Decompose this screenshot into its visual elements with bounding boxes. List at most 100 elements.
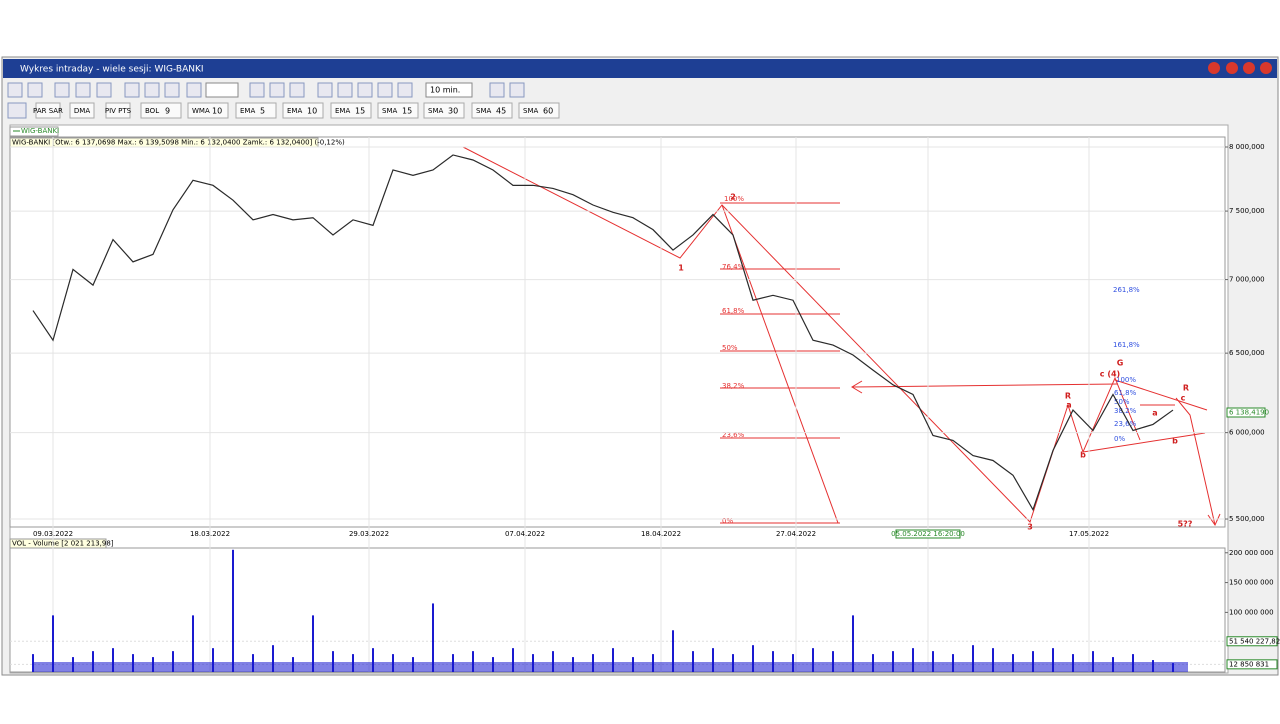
tool-button[interactable] bbox=[7, 102, 27, 119]
marker-box bbox=[1226, 636, 1278, 647]
tool-button[interactable] bbox=[186, 82, 202, 98]
fib-label: 76,4% bbox=[722, 263, 745, 271]
minimize[interactable] bbox=[1226, 62, 1238, 74]
wave-label: 2 bbox=[730, 193, 736, 202]
indicator-label: EMA bbox=[335, 107, 350, 115]
legend-box bbox=[9, 126, 59, 137]
indicator-param: 30 bbox=[448, 107, 458, 116]
volume-bar bbox=[552, 651, 554, 672]
indicator-button[interactable] bbox=[377, 102, 419, 119]
arrow bbox=[1207, 513, 1221, 527]
wave-label: 1 bbox=[678, 264, 684, 273]
button[interactable] bbox=[1208, 62, 1220, 74]
indicator-button[interactable] bbox=[69, 102, 95, 119]
volume-title: VOL - Volume [2 021 213,98] bbox=[12, 540, 114, 548]
y-tick-label: 7 500,000 bbox=[1229, 207, 1265, 215]
volume-bar bbox=[932, 651, 934, 672]
x-tick-label: 29.03.2022 bbox=[349, 530, 389, 538]
wave-label: b bbox=[1172, 437, 1178, 446]
price-panel bbox=[9, 136, 1226, 528]
title-bar bbox=[3, 59, 1277, 78]
volume-bar bbox=[472, 651, 474, 672]
tool-button[interactable] bbox=[289, 82, 305, 98]
tool-button[interactable] bbox=[317, 82, 333, 98]
trend-line bbox=[1114, 379, 1208, 411]
indicator-label: PAR SAR bbox=[33, 107, 63, 115]
volume-bar bbox=[212, 648, 214, 672]
wave-label: R bbox=[1183, 384, 1189, 393]
tool-button[interactable] bbox=[54, 82, 70, 98]
indicator-button[interactable] bbox=[282, 102, 324, 119]
indicator-button[interactable] bbox=[105, 102, 131, 119]
tool-button[interactable] bbox=[337, 82, 353, 98]
x-tick-label: 05.05.2022 16:20:00 bbox=[891, 530, 965, 538]
volume-bar bbox=[772, 651, 774, 672]
volume-bar bbox=[852, 615, 854, 672]
tool-button[interactable] bbox=[377, 82, 393, 98]
indicator-button[interactable] bbox=[518, 102, 560, 119]
tool-button[interactable] bbox=[509, 82, 525, 98]
volume-bar bbox=[912, 648, 914, 672]
indicator-button[interactable] bbox=[140, 102, 182, 119]
tool-button[interactable] bbox=[357, 82, 373, 98]
x-tick-label: 17.05.2022 bbox=[1069, 530, 1109, 538]
tool-button[interactable] bbox=[249, 82, 265, 98]
indicator-button[interactable] bbox=[187, 102, 229, 119]
window-title: Wykres intraday - wiele sesji: WIG-BANKI bbox=[20, 65, 204, 75]
tool-button[interactable] bbox=[27, 82, 43, 98]
tool-button[interactable] bbox=[75, 82, 91, 98]
tool-button[interactable] bbox=[7, 82, 23, 98]
trend-line bbox=[1082, 432, 1206, 453]
volume-bar bbox=[432, 603, 434, 672]
volume-bar bbox=[52, 615, 54, 672]
indicator-label: PIV PTS bbox=[105, 107, 132, 115]
price-line bbox=[32, 154, 1174, 512]
tool-button[interactable] bbox=[489, 82, 505, 98]
y-tick-label: 6 000,000 bbox=[1229, 429, 1265, 437]
tool-button[interactable] bbox=[96, 82, 112, 98]
indicator-param: 45 bbox=[496, 107, 506, 116]
fib-label: 23,6% bbox=[722, 431, 745, 439]
indicator-label: SMA bbox=[382, 107, 397, 115]
indicator-button[interactable] bbox=[330, 102, 372, 119]
volume-bar bbox=[332, 651, 334, 672]
wave-label: G bbox=[1117, 359, 1124, 368]
wave-label: R bbox=[1065, 392, 1071, 401]
close[interactable] bbox=[1260, 62, 1272, 74]
wave-label: a bbox=[1152, 409, 1157, 418]
maximize[interactable] bbox=[1243, 62, 1255, 74]
fib-label: 0% bbox=[1114, 435, 1125, 443]
tool-button[interactable] bbox=[205, 82, 239, 98]
indicator-button[interactable] bbox=[235, 102, 277, 119]
volume-bar bbox=[812, 648, 814, 672]
fib-label: 0% bbox=[722, 517, 733, 525]
interval-select[interactable] bbox=[425, 82, 473, 98]
wave-label: 5?? bbox=[1178, 520, 1193, 529]
tool-button[interactable] bbox=[397, 82, 413, 98]
legend: WIG-BANKI bbox=[21, 127, 59, 135]
fib-label: 38,2% bbox=[722, 382, 745, 390]
wave-label: 3 bbox=[1027, 523, 1033, 532]
volume-bar bbox=[272, 645, 274, 672]
volume-bar bbox=[752, 645, 754, 672]
indicator-param: 5 bbox=[260, 107, 265, 116]
indicator-label: WMA bbox=[192, 107, 210, 115]
indicator-button[interactable] bbox=[35, 102, 61, 119]
fib-label: 100% bbox=[724, 195, 744, 203]
y-tick-label: 7 000,000 bbox=[1229, 276, 1265, 284]
indicator-label: EMA bbox=[287, 107, 302, 115]
marker-box bbox=[1226, 659, 1278, 670]
last-price-box bbox=[1226, 407, 1266, 418]
indicator-button[interactable] bbox=[423, 102, 465, 119]
volume-bar bbox=[112, 648, 114, 672]
indicator-button[interactable] bbox=[471, 102, 513, 119]
tool-button[interactable] bbox=[164, 82, 180, 98]
tool-button[interactable] bbox=[124, 82, 140, 98]
tool-button[interactable] bbox=[269, 82, 285, 98]
volume-bar bbox=[372, 648, 374, 672]
fib-label: 61,8% bbox=[1114, 389, 1137, 397]
tool-button[interactable] bbox=[144, 82, 160, 98]
marker-label: 51 540 227,82 bbox=[1229, 637, 1280, 645]
indicator-param: 10 bbox=[307, 107, 317, 116]
last-price: 6 138,4190 bbox=[1229, 409, 1269, 417]
